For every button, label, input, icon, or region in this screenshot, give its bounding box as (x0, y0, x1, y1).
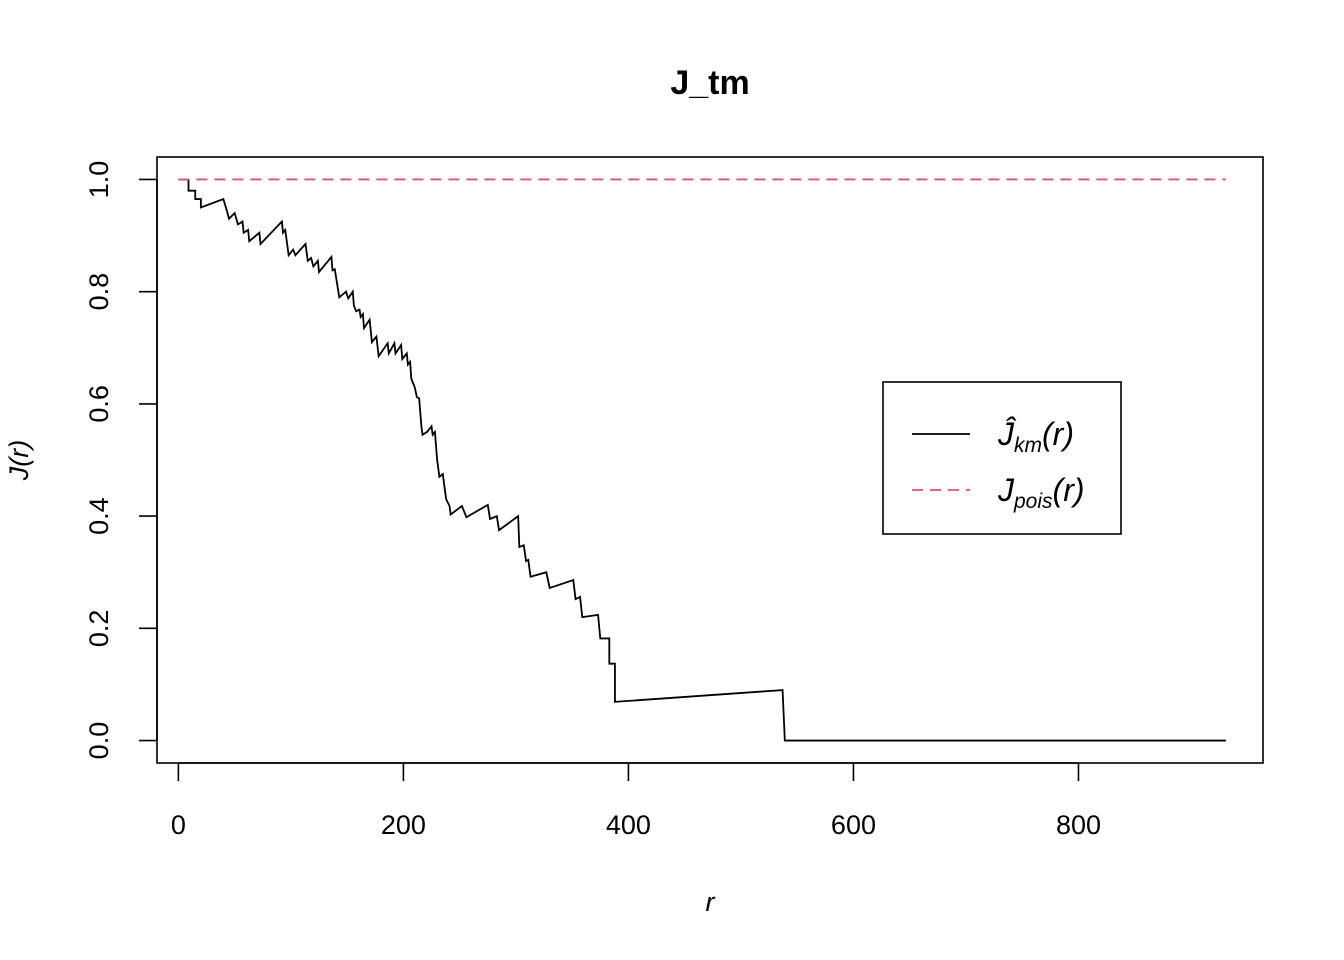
y-axis: 0.0 0.2 0.4 0.6 0.8 1.0 (84, 161, 158, 760)
legend-label: Ĵkm(r) (997, 416, 1074, 457)
legend-label: Jpois(r) (997, 472, 1085, 513)
series-layer (178, 178, 1226, 742)
series-line-jkm (178, 178, 1226, 742)
chart-title: J_tm (670, 64, 749, 102)
y-tick-label: 0.4 (84, 497, 114, 535)
x-tick-label: 800 (1056, 810, 1101, 840)
y-axis-label: J(r) (4, 440, 34, 481)
x-axis: 0 200 400 600 800 (171, 762, 1101, 840)
y-tick-label: 0.2 (84, 610, 114, 648)
x-tick-label: 200 (381, 810, 426, 840)
legend-box (882, 381, 1122, 535)
x-tick-label: 400 (606, 810, 651, 840)
x-tick-label: 600 (831, 810, 876, 840)
y-tick-label: 0.6 (84, 385, 114, 423)
y-tick-label: 1.0 (84, 161, 114, 199)
legend: Ĵkm(r) Jpois(r) (882, 381, 1122, 535)
x-axis-label: r (706, 887, 716, 917)
y-tick-label: 0.0 (84, 722, 114, 760)
x-tick-label: 0 (171, 810, 186, 840)
y-tick-label: 0.8 (84, 273, 114, 311)
